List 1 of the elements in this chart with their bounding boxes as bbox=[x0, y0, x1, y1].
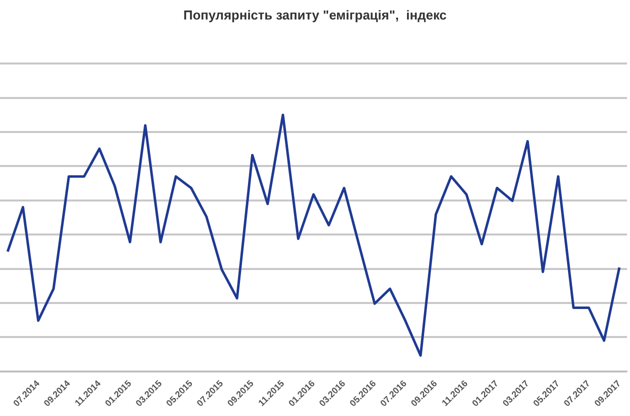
chart-title: Популярність запиту "еміграція", індекс bbox=[183, 7, 447, 22]
